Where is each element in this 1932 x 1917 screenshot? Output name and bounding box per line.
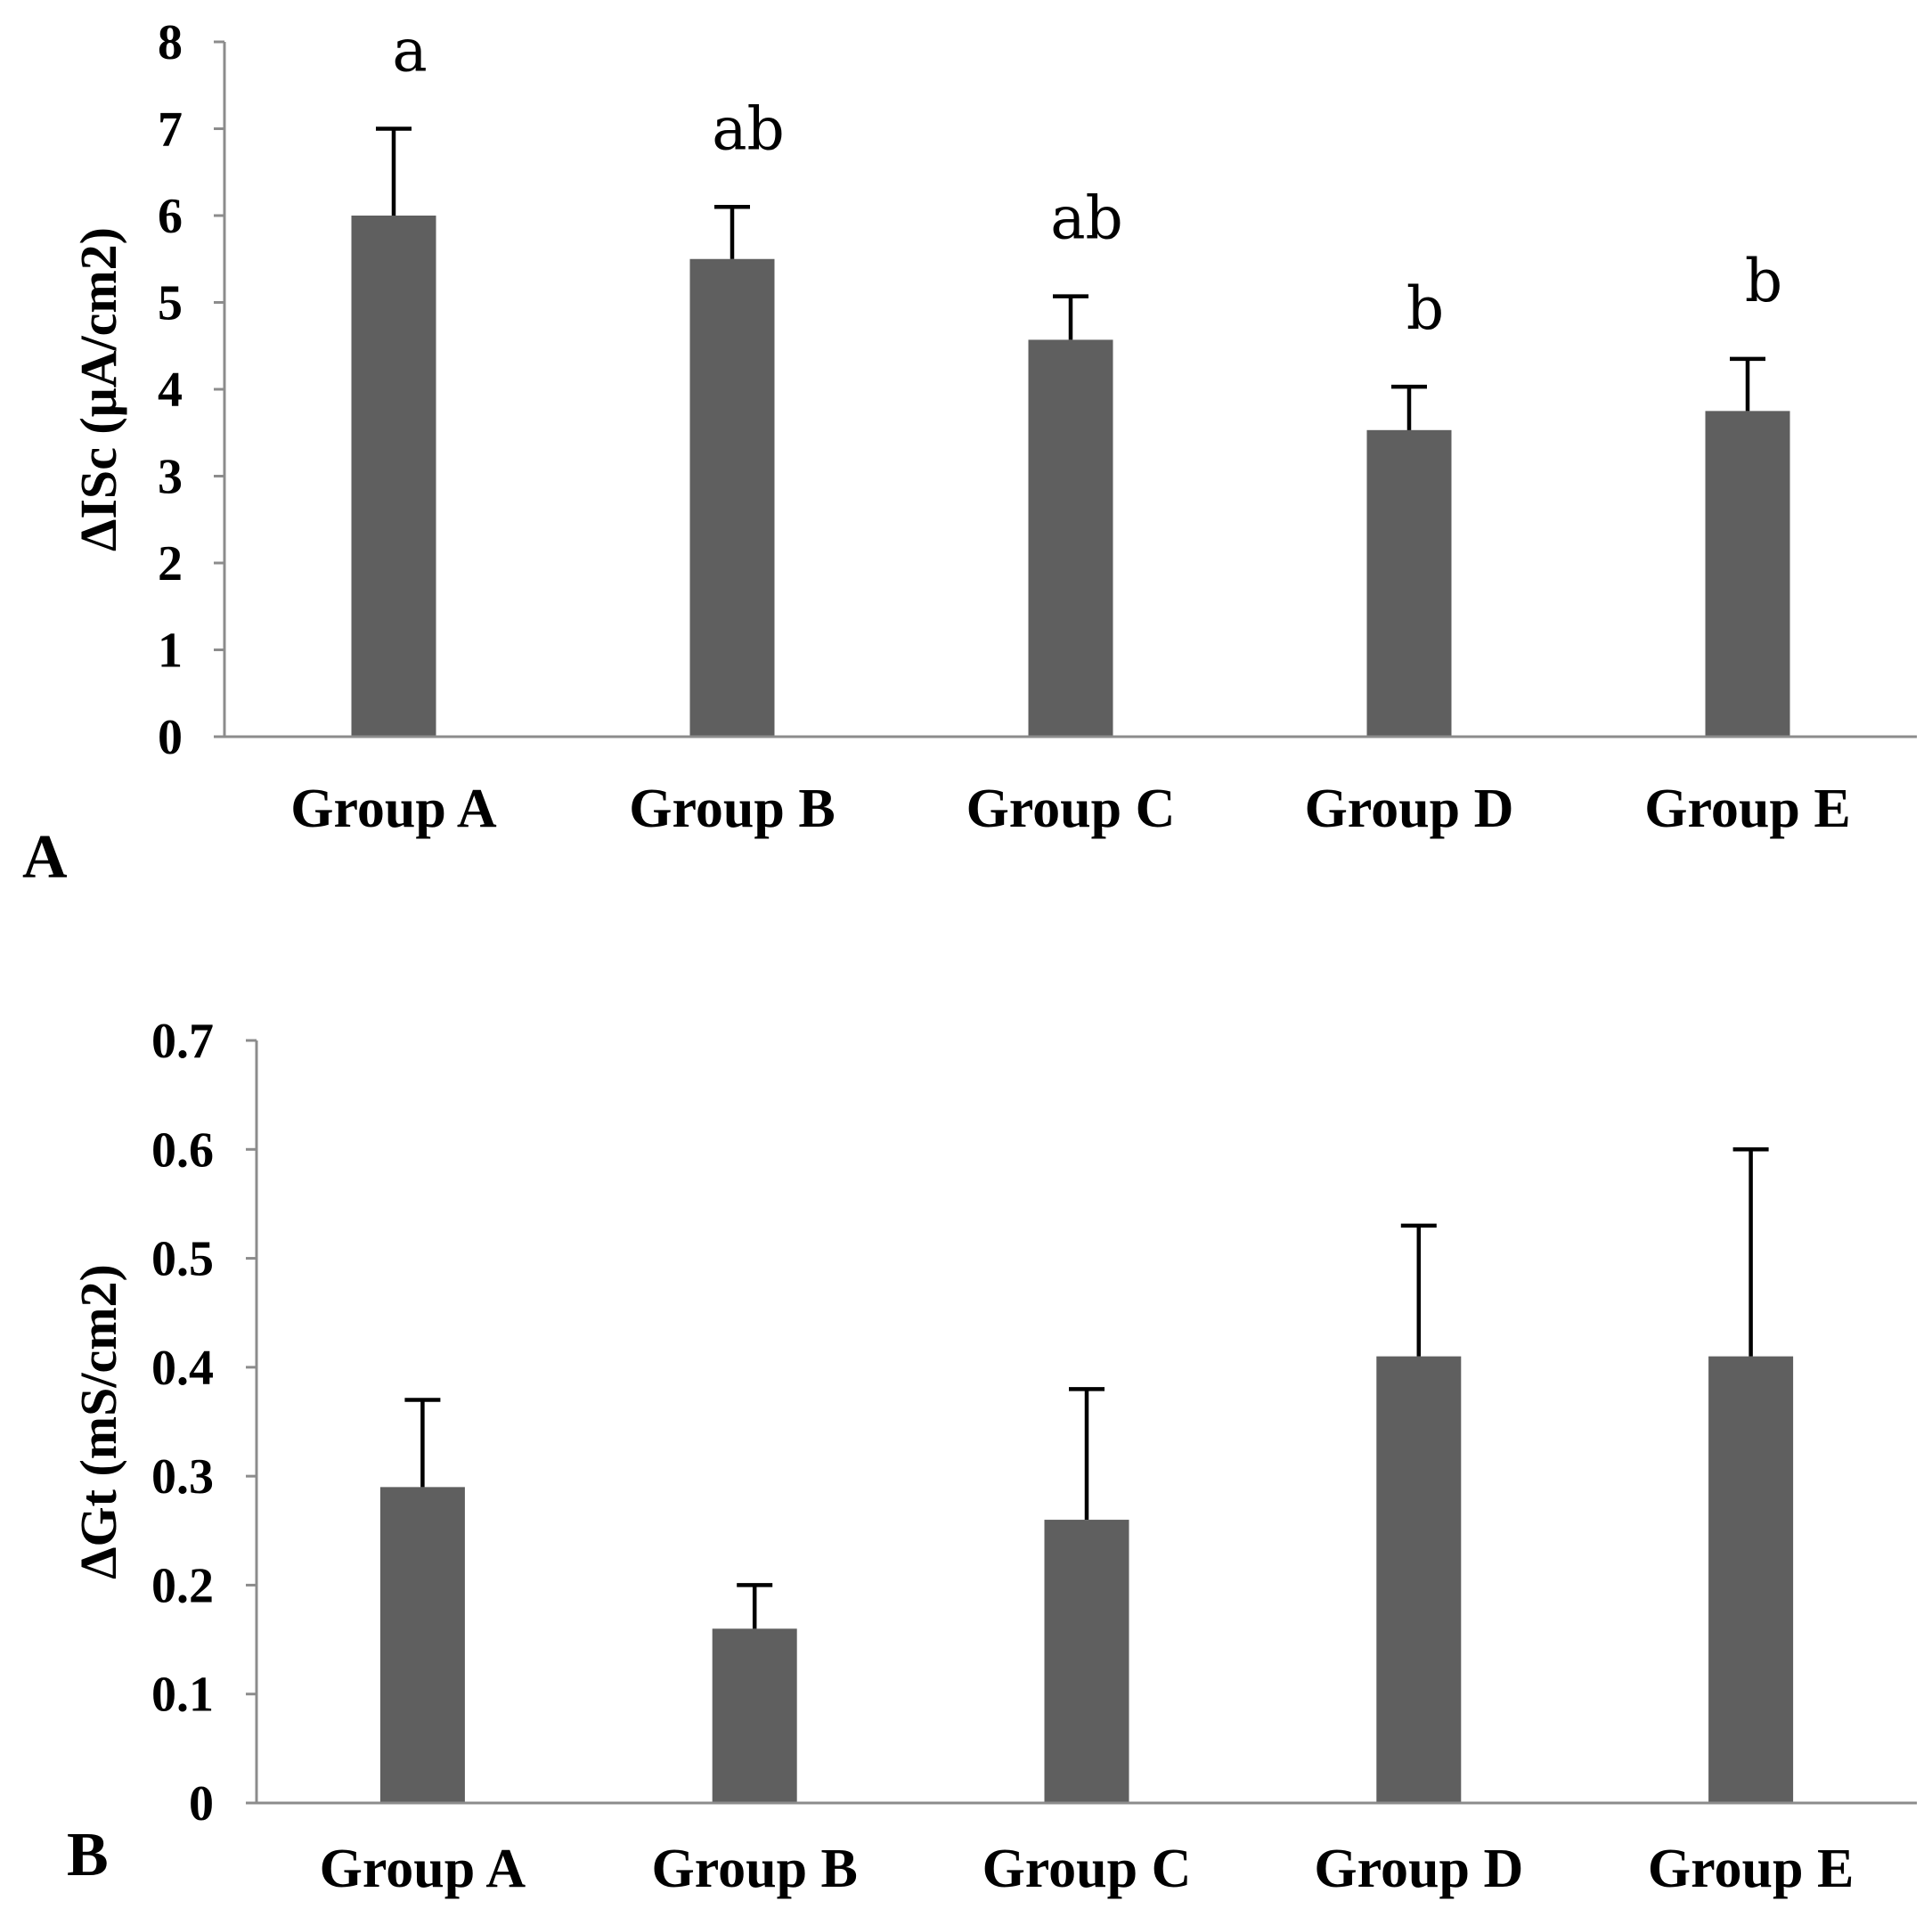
panel-b-chart: 00.10.20.30.40.50.60.7 Group A Group B Gro… — [67, 1014, 1917, 1899]
x-category-label: Group E — [1648, 1839, 1854, 1899]
y-tick-label: 0.2 — [151, 1558, 214, 1613]
significance-label: ab — [1050, 184, 1123, 253]
bar — [351, 216, 436, 737]
panel-a-significance-labels: a ab ab b b — [392, 17, 1782, 344]
panel-b-y-ticks: 0 0.1 0.2 0.3 0.4 0.5 0.6 0.7 — [151, 1014, 257, 1831]
panel-b-label: B — [67, 1821, 109, 1889]
bar — [1366, 429, 1452, 737]
panel-a-label: A — [22, 823, 68, 892]
y-tick-label: 2 — [158, 536, 183, 591]
y-tick-label: 0.7 — [151, 1014, 214, 1069]
bar — [1708, 1356, 1794, 1803]
significance-label: b — [1406, 274, 1444, 343]
bar — [379, 1487, 465, 1803]
y-tick-label: 8 — [158, 15, 183, 70]
panel-a-x-labels: Group A Group B Group C Group D Group E — [290, 779, 1850, 839]
x-category-label: Group C — [982, 1839, 1192, 1899]
y-tick-label: 0.4 — [151, 1341, 214, 1396]
y-tick-label: 4 — [158, 363, 183, 418]
bar — [689, 258, 775, 737]
y-tick-label: 3 — [158, 450, 183, 505]
x-category-label: Group B — [629, 779, 835, 839]
y-tick-label: 0.3 — [151, 1449, 214, 1505]
significance-label: a — [392, 17, 427, 86]
x-category-label: Group C — [966, 779, 1176, 839]
bar — [1028, 339, 1113, 737]
x-category-label: Group A — [290, 779, 497, 839]
panel-a-y-axis-title: ΔISc (μA/cm2) — [69, 227, 127, 551]
y-tick-label: 0.6 — [151, 1122, 214, 1178]
bar — [1705, 411, 1790, 737]
y-tick-label: 0 — [158, 710, 183, 765]
panel-b-y-axis-title: ΔGt (mS/cm2) — [69, 1264, 127, 1579]
y-tick-label: 5 — [158, 276, 183, 331]
panel-b-error-bars — [404, 1147, 1769, 1629]
x-category-label: Group D — [1314, 1839, 1523, 1899]
significance-label: ab — [712, 94, 785, 163]
y-tick-label: 0 — [189, 1776, 214, 1831]
x-category-label: Group E — [1644, 779, 1850, 839]
bar — [1376, 1356, 1462, 1803]
x-category-label: Group A — [320, 1839, 526, 1899]
x-category-label: Group D — [1305, 779, 1514, 839]
panel-a-bars — [351, 216, 1790, 737]
x-category-label: Group B — [651, 1839, 857, 1899]
y-tick-label: 6 — [158, 189, 183, 244]
significance-label: b — [1745, 247, 1782, 315]
panel-b-x-labels: Group A Group B Group C Group D Group E — [320, 1839, 1855, 1899]
panel-b-bars — [379, 1356, 1794, 1803]
y-tick-label: 0.1 — [151, 1668, 214, 1723]
y-tick-label: 0.5 — [151, 1232, 214, 1287]
bar — [1044, 1520, 1129, 1803]
bar — [712, 1628, 797, 1803]
y-tick-label: 1 — [158, 624, 183, 679]
y-tick-label: 7 — [158, 102, 183, 158]
panel-a-y-ticks: 0 1 2 3 4 5 6 7 8 — [158, 15, 224, 765]
panel-a-error-bars — [376, 126, 1765, 430]
